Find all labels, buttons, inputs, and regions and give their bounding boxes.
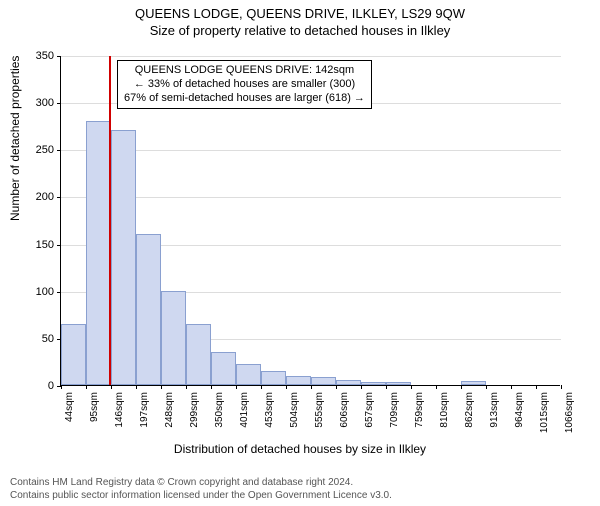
histogram-bar [386,382,411,385]
chart-title-address: QUEENS LODGE, QUEENS DRIVE, ILKLEY, LS29… [0,6,600,21]
ytick-label: 50 [14,333,54,345]
xtick-label: 504sqm [289,392,300,428]
xtick-label: 606sqm [339,392,350,428]
xtick-mark [236,385,237,389]
histogram-bar [186,324,211,385]
histogram-bar [336,380,361,385]
xtick-label: 657sqm [364,392,375,428]
annotation-line: ← 33% of detached houses are smaller (30… [124,78,365,92]
annotation-line: 67% of semi-detached houses are larger (… [124,92,365,106]
ytick-label: 350 [14,50,54,62]
xtick-label: 1066sqm [564,392,575,433]
ytick-label: 200 [14,191,54,203]
xtick-mark [361,385,362,389]
x-axis-label: Distribution of detached houses by size … [0,442,600,456]
xtick-mark [186,385,187,389]
histogram-bar [311,377,336,385]
xtick-label: 146sqm [114,392,125,428]
ytick-label: 300 [14,97,54,109]
ytick-label: 150 [14,239,54,251]
chart-area: 44sqm95sqm146sqm197sqm248sqm299sqm350sqm… [60,56,560,386]
xtick-label: 862sqm [464,392,475,428]
histogram-bar [111,130,136,385]
plot-area: 44sqm95sqm146sqm197sqm248sqm299sqm350sqm… [60,56,560,386]
xtick-mark [511,385,512,389]
annotation-box: QUEENS LODGE QUEENS DRIVE: 142sqm← 33% o… [117,60,372,109]
ytick-mark [57,150,61,151]
annotation-line: QUEENS LODGE QUEENS DRIVE: 142sqm [124,64,365,78]
histogram-bar [211,352,236,385]
xtick-label: 350sqm [214,392,225,428]
xtick-label: 759sqm [414,392,425,428]
ytick-label: 100 [14,286,54,298]
xtick-mark [336,385,337,389]
xtick-label: 95sqm [89,392,100,422]
gridline [61,150,561,151]
footer-line-2: Contains public sector information licen… [10,490,392,503]
xtick-label: 44sqm [64,392,75,422]
xtick-label: 555sqm [314,392,325,428]
xtick-label: 248sqm [164,392,175,428]
xtick-label: 299sqm [189,392,200,428]
xtick-mark [61,385,62,389]
xtick-label: 810sqm [439,392,450,428]
ytick-mark [57,103,61,104]
xtick-mark [561,385,562,389]
xtick-mark [486,385,487,389]
xtick-mark [411,385,412,389]
histogram-bar [461,381,486,385]
histogram-bar [86,121,111,385]
histogram-bar [136,234,161,385]
histogram-bar [161,291,186,385]
xtick-mark [436,385,437,389]
chart-title-desc: Size of property relative to detached ho… [0,23,600,38]
ytick-mark [57,197,61,198]
xtick-label: 1015sqm [539,392,550,433]
histogram-bar [361,382,386,385]
gridline [61,197,561,198]
xtick-mark [286,385,287,389]
histogram-bar [236,364,261,385]
xtick-mark [261,385,262,389]
xtick-mark [111,385,112,389]
xtick-mark [311,385,312,389]
xtick-mark [386,385,387,389]
property-marker-line [109,56,111,385]
ytick-mark [57,245,61,246]
xtick-mark [86,385,87,389]
histogram-bar [261,371,286,385]
xtick-label: 964sqm [514,392,525,428]
xtick-mark [536,385,537,389]
ytick-mark [57,292,61,293]
ytick-label: 0 [14,380,54,392]
gridline [61,56,561,57]
xtick-label: 913sqm [489,392,500,428]
xtick-label: 197sqm [139,392,150,428]
xtick-mark [461,385,462,389]
xtick-label: 709sqm [389,392,400,428]
histogram-bar [286,376,311,385]
xtick-mark [136,385,137,389]
ytick-mark [57,56,61,57]
histogram-bar [61,324,86,385]
xtick-mark [161,385,162,389]
ytick-label: 250 [14,144,54,156]
xtick-mark [211,385,212,389]
footer-line-1: Contains HM Land Registry data © Crown c… [10,477,392,490]
footer-attribution: Contains HM Land Registry data © Crown c… [10,477,392,502]
xtick-label: 401sqm [239,392,250,428]
xtick-label: 453sqm [264,392,275,428]
